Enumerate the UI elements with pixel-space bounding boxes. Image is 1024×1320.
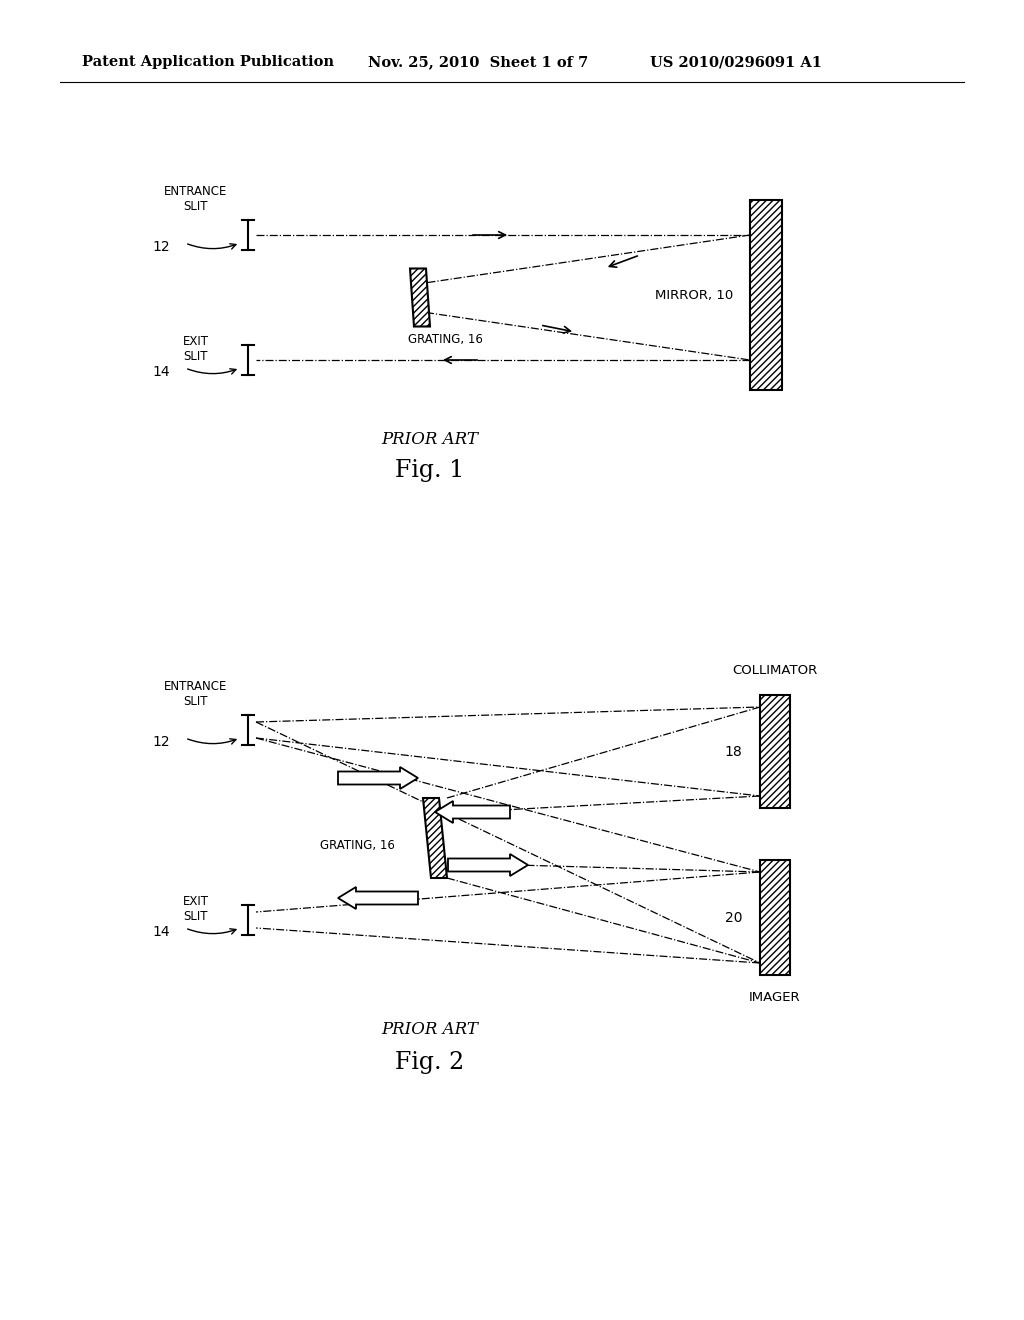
Text: Patent Application Publication: Patent Application Publication [82,55,334,69]
Text: US 2010/0296091 A1: US 2010/0296091 A1 [650,55,822,69]
Polygon shape [435,801,510,822]
Text: PRIOR ART: PRIOR ART [382,432,478,449]
Text: 14: 14 [152,366,170,379]
Text: COLLIMATOR: COLLIMATOR [732,664,817,677]
Text: EXIT
SLIT: EXIT SLIT [183,335,209,363]
Text: 20: 20 [725,911,742,924]
Text: Fig. 2: Fig. 2 [395,1051,465,1073]
Text: ENTRANCE
SLIT: ENTRANCE SLIT [164,680,227,708]
Polygon shape [449,854,528,876]
Polygon shape [338,887,418,909]
Text: GRATING, 16: GRATING, 16 [408,333,483,346]
Polygon shape [423,799,447,878]
Text: Fig. 1: Fig. 1 [395,458,465,482]
Polygon shape [410,268,430,326]
Text: 18: 18 [724,744,742,759]
Polygon shape [338,767,418,789]
Text: Nov. 25, 2010  Sheet 1 of 7: Nov. 25, 2010 Sheet 1 of 7 [368,55,588,69]
Text: EXIT
SLIT: EXIT SLIT [183,895,209,923]
Text: 14: 14 [152,925,170,939]
Text: PRIOR ART: PRIOR ART [382,1022,478,1039]
Text: GRATING, 16: GRATING, 16 [319,840,395,853]
Text: 12: 12 [152,735,170,748]
Text: MIRROR, 10: MIRROR, 10 [655,289,733,301]
Text: ENTRANCE
SLIT: ENTRANCE SLIT [164,185,227,213]
Text: 12: 12 [152,240,170,253]
Text: IMAGER: IMAGER [750,991,801,1005]
